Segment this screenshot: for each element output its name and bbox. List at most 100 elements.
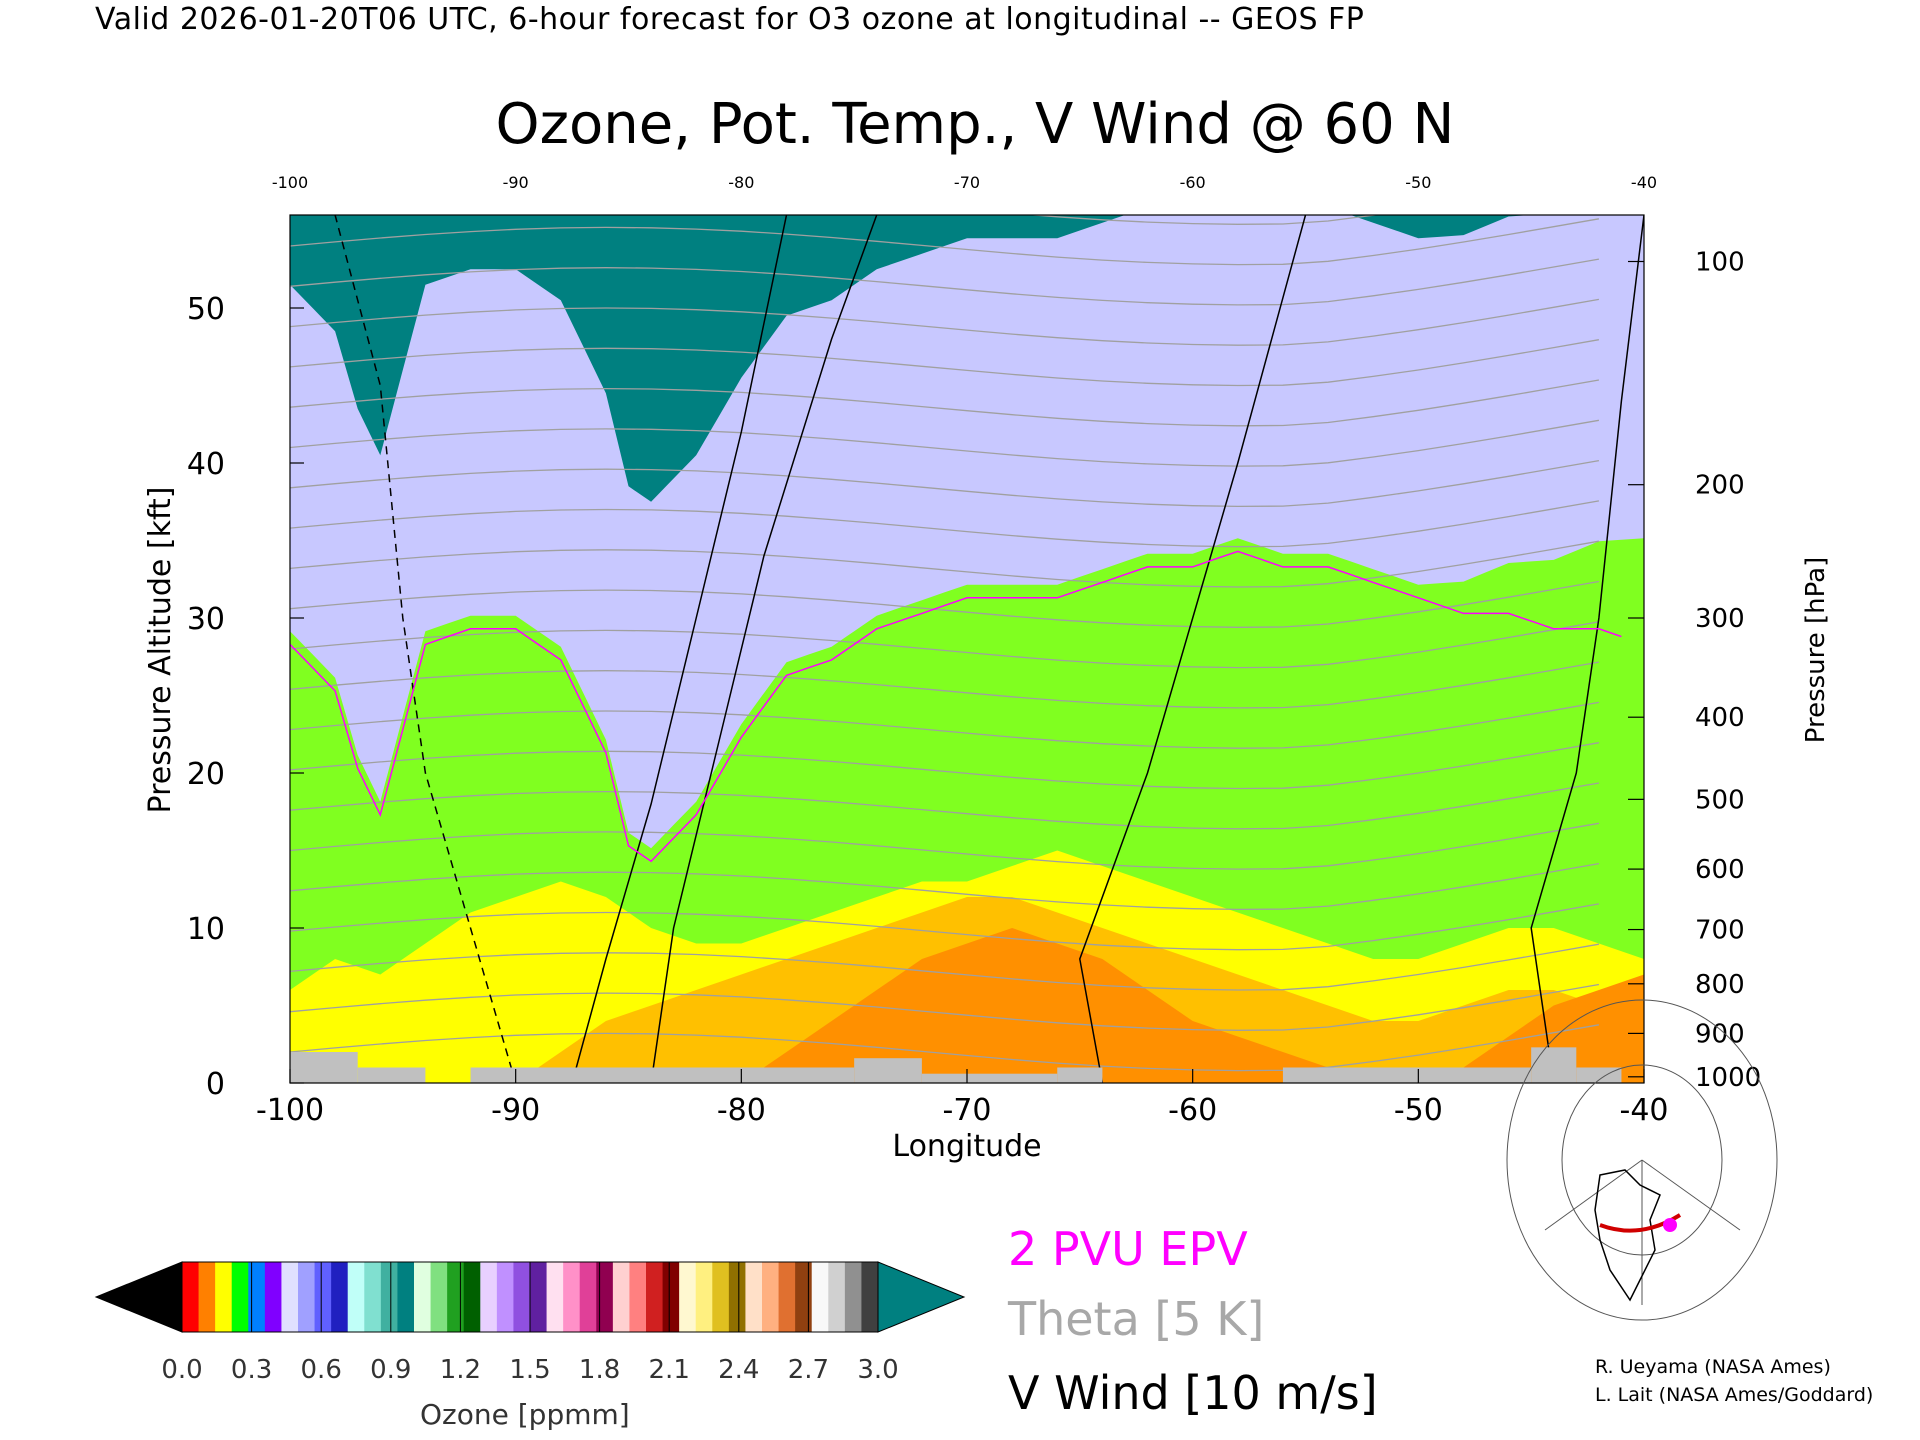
x-tick-label: -80 — [717, 1093, 766, 1128]
vwind-contour — [1530, 215, 1644, 1083]
top-tick-label: -80 — [728, 173, 754, 192]
pressure-tick-label: 300 — [1695, 604, 1745, 634]
y-tick-label: 50 — [187, 292, 225, 327]
colorbar-tick-label: 2.4 — [718, 1355, 759, 1385]
colorbar-swatch — [844, 1262, 862, 1332]
colorbar-swatch — [795, 1262, 813, 1332]
colorbar-swatch — [231, 1262, 249, 1332]
x-tick-label: -40 — [1620, 1093, 1669, 1128]
theta-contour — [290, 580, 1600, 628]
colorbar-swatch — [496, 1262, 514, 1332]
y-tick-label: 10 — [187, 912, 225, 947]
theta-contour — [290, 742, 1600, 790]
colorbar-low-arrow — [94, 1261, 183, 1333]
vwind-contour — [571, 215, 788, 1083]
theta-contour — [290, 943, 1600, 991]
plot-area — [290, 215, 1644, 1083]
theta-contour — [290, 1024, 1600, 1072]
top-tick-label: -40 — [1631, 173, 1657, 192]
colorbar-swatch — [695, 1262, 713, 1332]
x-tick-label: -50 — [1394, 1093, 1443, 1128]
colorbar-swatch — [215, 1262, 233, 1332]
top-tick-label: -60 — [1180, 173, 1206, 192]
surface-mask — [854, 1058, 922, 1083]
colorbar-tick-label: 2.7 — [788, 1355, 829, 1385]
colorbar-swatch — [397, 1262, 415, 1332]
legend-vwind: V Wind [10 m/s] — [1008, 1366, 1378, 1420]
theta-contour — [290, 540, 1600, 588]
credit-line-2: L. Lait (NASA Ames/Goddard) — [1595, 1384, 1874, 1406]
colorbar-tick-label: 0.0 — [161, 1355, 202, 1385]
minimap-meridian — [1641, 1159, 1741, 1231]
x-tick-label: -100 — [256, 1093, 324, 1128]
top-tick-label: -50 — [1405, 173, 1431, 192]
theta-contour — [290, 661, 1600, 709]
theta-contour — [290, 621, 1600, 669]
minimap-marker — [1663, 1218, 1677, 1232]
legend-epv: 2 PVU EPV — [1008, 1222, 1248, 1276]
x-tick-label: -90 — [491, 1093, 540, 1128]
theta-contour — [290, 218, 1600, 266]
pressure-tick-label: 100 — [1695, 248, 1745, 278]
ozone-band-stratosphere — [290, 215, 1644, 502]
surface-mask — [470, 1067, 855, 1083]
colorbar-swatch — [331, 1262, 349, 1332]
theta-contour — [290, 500, 1600, 548]
colorbar-swatch — [463, 1262, 481, 1332]
theta-contour — [290, 701, 1600, 749]
minimap-landmass — [1594, 1169, 1661, 1302]
colorbar-tick-label: 1.2 — [440, 1355, 481, 1385]
colorbar-swatch — [513, 1262, 531, 1332]
surface-mask — [1057, 1067, 1103, 1083]
top-tick-label: -90 — [503, 173, 529, 192]
surface-mask — [1282, 1067, 1532, 1083]
y-axis-label: Pressure Altitude [kft] — [143, 487, 178, 814]
colorbar-swatch — [546, 1262, 564, 1332]
colorbar-tick-label: 1.5 — [509, 1355, 550, 1385]
surface-mask — [357, 1067, 426, 1083]
x-tick-label: -60 — [1168, 1093, 1217, 1128]
colorbar-tick-label: 1.8 — [579, 1355, 620, 1385]
theta-contour — [290, 258, 1600, 306]
pressure-tick-label: 700 — [1695, 916, 1745, 946]
colorbar-high-arrow — [877, 1261, 966, 1333]
colorbar-tick-label: 0.6 — [301, 1355, 342, 1385]
pressure-tick-label: 600 — [1695, 855, 1745, 885]
pressure-tick-label: 400 — [1695, 703, 1745, 733]
colorbar-swatch — [629, 1262, 647, 1332]
surface-mask — [1576, 1067, 1622, 1083]
credit-line-1: R. Ueyama (NASA Ames) — [1595, 1356, 1831, 1378]
top-tick-label: -100 — [272, 173, 308, 192]
colorbar-swatch — [182, 1262, 200, 1332]
colorbar-swatch — [364, 1262, 382, 1332]
colorbar-swatch — [414, 1262, 432, 1332]
theta-contour — [290, 983, 1600, 1031]
theta-contour — [290, 298, 1600, 346]
legend-theta: Theta [5 K] — [1008, 1292, 1265, 1346]
vwind-contour — [650, 215, 878, 1083]
pressure-tick-label: 1000 — [1695, 1063, 1761, 1093]
colorbar-swatch — [298, 1262, 316, 1332]
colorbar-swatch — [480, 1262, 498, 1332]
pressure-tick-label: 900 — [1695, 1019, 1745, 1049]
surface-mask — [290, 1052, 358, 1083]
colorbar-swatch — [198, 1262, 216, 1332]
colorbar-swatch — [679, 1262, 697, 1332]
x-tick-label: -70 — [943, 1093, 992, 1128]
colorbar-swatch — [662, 1262, 680, 1332]
top-tick-label: -70 — [954, 173, 980, 192]
colorbar-swatch — [579, 1262, 597, 1332]
colorbar-swatch — [745, 1262, 763, 1332]
colorbar-label: Ozone [ppmm] — [420, 1398, 630, 1431]
chart-title: Ozone, Pot. Temp., V Wind @ 60 N — [495, 92, 1455, 157]
header-text: Valid 2026-01-20T06 UTC, 6-hour forecast… — [95, 2, 1365, 37]
colorbar-swatch — [430, 1262, 448, 1332]
pressure-tick-label: 200 — [1695, 471, 1745, 501]
y-tick-label: 30 — [187, 602, 225, 637]
pressure-tick-label: 800 — [1695, 970, 1745, 1000]
y2-axis-label: Pressure [hPa] — [1801, 557, 1831, 744]
colorbar-swatch — [314, 1262, 332, 1332]
colorbar-swatch — [530, 1262, 548, 1332]
colorbar-swatch — [728, 1262, 746, 1332]
